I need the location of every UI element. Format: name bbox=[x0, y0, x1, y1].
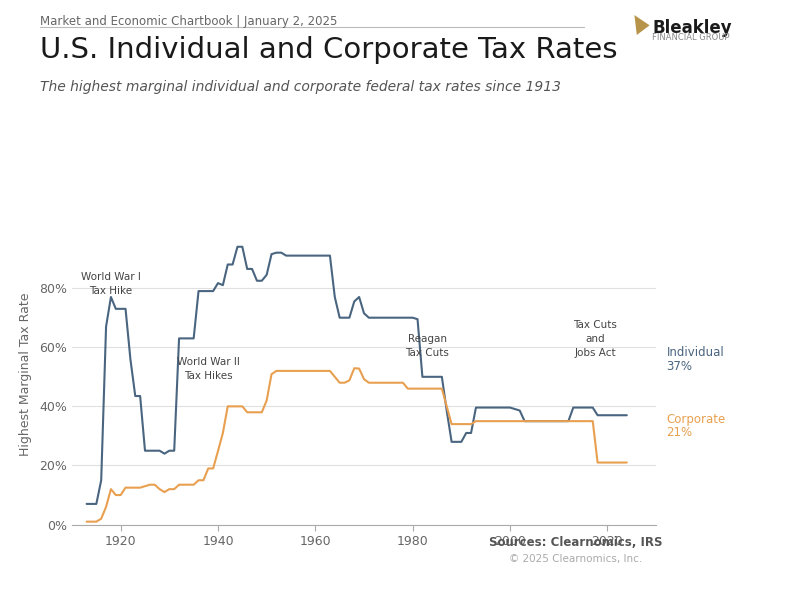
Text: 37%: 37% bbox=[666, 359, 692, 373]
Text: Market and Economic Chartbook | January 2, 2025: Market and Economic Chartbook | January … bbox=[40, 15, 338, 28]
Text: Reagan
Tax Cuts: Reagan Tax Cuts bbox=[406, 333, 450, 358]
Text: Tax Cuts
and
Jobs Act: Tax Cuts and Jobs Act bbox=[574, 320, 617, 358]
Text: Individual: Individual bbox=[666, 346, 724, 359]
Text: © 2025 Clearnomics, Inc.: © 2025 Clearnomics, Inc. bbox=[510, 554, 642, 564]
Text: Bleakley: Bleakley bbox=[652, 19, 732, 37]
Text: 21%: 21% bbox=[666, 426, 693, 439]
Text: Sources: Clearnomics, IRS: Sources: Clearnomics, IRS bbox=[490, 535, 662, 549]
Text: World War I
Tax Hike: World War I Tax Hike bbox=[81, 271, 141, 295]
Text: World War II
Tax Hikes: World War II Tax Hikes bbox=[177, 357, 240, 381]
Text: U.S. Individual and Corporate Tax Rates: U.S. Individual and Corporate Tax Rates bbox=[40, 36, 618, 64]
Text: FINANCIAL GROUP: FINANCIAL GROUP bbox=[652, 33, 730, 42]
Text: Corporate: Corporate bbox=[666, 412, 726, 426]
Y-axis label: Highest Marginal Tax Rate: Highest Marginal Tax Rate bbox=[19, 292, 32, 456]
Text: The highest marginal individual and corporate federal tax rates since 1913: The highest marginal individual and corp… bbox=[40, 80, 561, 93]
